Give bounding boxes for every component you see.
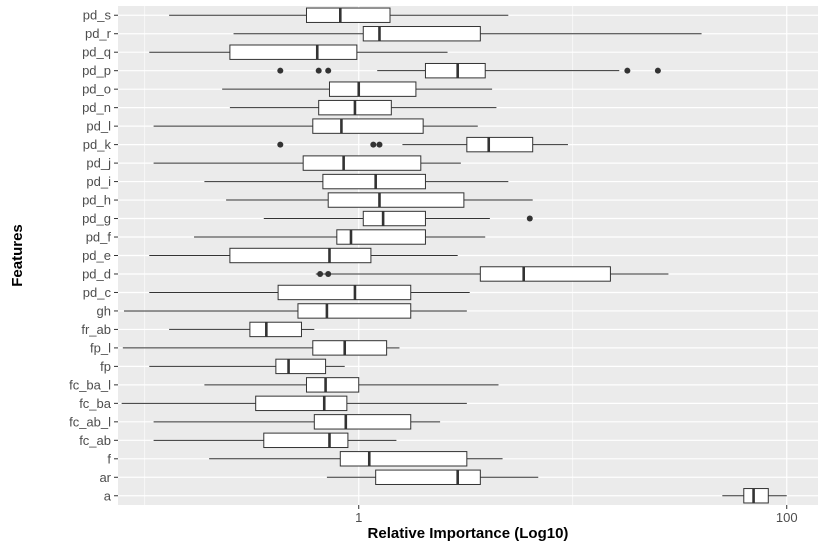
box-iqr <box>249 321 302 338</box>
box-pd-i <box>204 173 509 190</box>
y-tick-label: a <box>104 488 112 503</box>
y-tick-label: pd_g <box>82 211 111 226</box>
box-iqr <box>336 229 426 245</box>
y-tick-label: pd_j <box>86 156 111 171</box>
outlier-point <box>277 141 284 148</box>
outlier-point <box>277 67 284 74</box>
x-tick-label: 1 <box>355 510 362 525</box>
box-iqr <box>229 44 358 60</box>
box-gh <box>123 303 467 319</box>
y-tick-label: fc_ab_l <box>69 414 111 429</box>
box-pd-j <box>153 155 461 171</box>
box-fc-ab-l <box>153 414 441 430</box>
box-iqr <box>275 358 327 375</box>
y-tick-label: ar <box>99 470 111 485</box>
box-iqr <box>313 414 412 430</box>
box-iqr <box>328 81 417 97</box>
y-tick-label: pd_p <box>82 63 111 78</box>
box-iqr <box>362 210 426 227</box>
y-tick-label: fp_l <box>90 340 111 355</box>
box-fc-ba-l <box>204 377 499 393</box>
y-tick-label: pd_c <box>83 285 112 300</box>
outlier-point <box>624 67 631 74</box>
box-iqr <box>743 488 769 504</box>
x-axis-title: Relative Importance (Log10) <box>368 525 569 542</box>
box-iqr <box>466 136 534 153</box>
box-pd-g <box>263 210 533 227</box>
outlier-point <box>526 215 533 222</box>
box-iqr <box>375 469 481 485</box>
outlier-point <box>376 141 383 148</box>
box-pd-h <box>226 192 533 208</box>
y-tick-label: pd_d <box>82 266 111 281</box>
box-fr-ab <box>169 321 315 338</box>
box-iqr <box>327 192 465 208</box>
box-pd-q <box>149 44 448 60</box>
box-iqr <box>479 266 611 282</box>
y-tick-label: pd_q <box>82 45 111 60</box>
y-tick-label: pd_i <box>86 174 111 189</box>
box-pd-c <box>149 284 470 301</box>
outlier-point <box>654 67 661 74</box>
x-tick-label: 100 <box>776 510 798 525</box>
box-fp-l <box>122 340 400 356</box>
box-pd-f <box>194 229 486 245</box>
box-iqr <box>229 247 372 264</box>
box-iqr <box>255 395 348 412</box>
box-pd-n <box>229 99 497 116</box>
box-f <box>209 451 503 467</box>
y-tick-label: fc_ab <box>79 433 111 448</box>
outlier-point <box>325 67 332 74</box>
x-axis-ticks: 1 100 <box>355 505 798 525</box>
y-tick-label: gh <box>97 303 111 318</box>
box-iqr <box>297 303 412 319</box>
box-ar <box>326 469 539 485</box>
box-pd-e <box>149 247 458 264</box>
box-a <box>722 488 787 504</box>
y-tick-label: pd_r <box>85 26 112 41</box>
y-tick-label: fp <box>100 359 111 374</box>
box-iqr <box>302 155 422 171</box>
y-tick-label: pd_l <box>86 119 111 134</box>
box-iqr <box>305 7 391 23</box>
box-iqr <box>312 340 388 356</box>
y-tick-label: fr_ab <box>81 322 111 337</box>
box-iqr <box>322 173 426 190</box>
y-tick-label: pd_e <box>82 248 111 263</box>
y-tick-label: pd_f <box>86 230 112 245</box>
box-iqr <box>312 118 424 134</box>
outlier-point <box>370 141 377 148</box>
y-tick-label: f <box>107 451 111 466</box>
box-fc-ab <box>153 432 397 449</box>
y-axis-ticks: pd_s pd_r pd_q pd_p pd_o pd_n pd_l pd_k pd_j pd_i… <box>69 8 118 503</box>
box-pd-k <box>277 136 568 153</box>
y-tick-label: pd_h <box>82 193 111 208</box>
box-pd-r <box>233 26 702 42</box>
y-tick-label: pd_k <box>83 137 112 152</box>
outlier-point <box>317 270 324 277</box>
boxplot-series <box>121 7 787 504</box>
box-fp <box>149 358 345 375</box>
box-iqr <box>263 432 349 449</box>
box-iqr <box>277 284 412 301</box>
box-iqr <box>305 377 360 393</box>
y-tick-label: fc_ba <box>79 396 112 411</box>
box-pd-o <box>222 81 493 97</box>
box-fc-ba <box>121 395 467 412</box>
box-iqr <box>362 26 481 42</box>
box-iqr <box>339 451 468 467</box>
y-axis-title: Features <box>9 224 26 287</box>
box-pd-d <box>315 266 669 282</box>
box-iqr <box>424 62 486 79</box>
y-tick-label: pd_o <box>82 82 111 97</box>
outlier-point <box>325 270 332 277</box>
outlier-point <box>315 67 322 74</box>
y-tick-label: fc_ba_l <box>69 377 111 392</box>
box-pd-s <box>169 7 509 23</box>
box-pd-l <box>153 118 478 134</box>
y-tick-label: pd_n <box>82 100 111 115</box>
y-tick-label: pd_s <box>83 8 112 23</box>
box-pd-p <box>277 62 661 79</box>
